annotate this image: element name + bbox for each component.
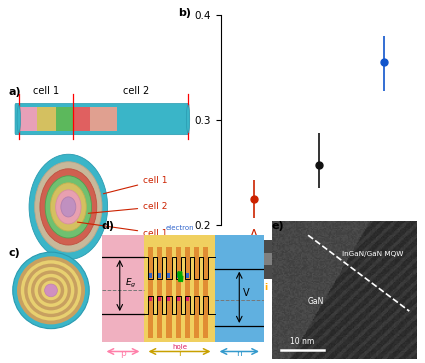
Circle shape [45, 176, 91, 238]
Text: $E_g$: $E_g$ [125, 277, 136, 290]
Bar [90, 107, 117, 131]
Bar [158, 296, 161, 301]
Ellipse shape [286, 246, 297, 272]
Text: cell 2: cell 2 [122, 86, 149, 96]
Circle shape [35, 162, 102, 252]
Bar [149, 296, 152, 301]
Circle shape [40, 169, 97, 245]
Text: n⁺: n⁺ [286, 284, 297, 293]
FancyBboxPatch shape [15, 103, 189, 135]
Bar [149, 273, 152, 278]
Text: V: V [243, 288, 249, 298]
Bar [176, 296, 179, 301]
Circle shape [29, 154, 108, 260]
Circle shape [56, 190, 81, 224]
Text: c): c) [8, 248, 20, 258]
Text: e): e) [272, 221, 285, 232]
Bar [185, 296, 189, 301]
Bar [56, 107, 73, 131]
Text: a): a) [8, 87, 21, 97]
Text: cell 1: cell 1 [33, 86, 59, 96]
Text: InGaN/GaN MQW: InGaN/GaN MQW [343, 251, 404, 257]
Bar [167, 273, 170, 278]
Bar [185, 273, 189, 278]
Circle shape [21, 260, 81, 321]
Text: d): d) [102, 221, 115, 232]
Text: n: n [236, 350, 242, 358]
Text: hole: hole [172, 343, 187, 350]
Bar [73, 107, 90, 131]
Text: GaN: GaN [307, 297, 323, 306]
Bar [225, 253, 413, 265]
Text: cell 2: cell 2 [88, 203, 167, 213]
Text: electron: electron [165, 225, 194, 231]
Bar [102, 235, 144, 342]
Bar [221, 240, 416, 279]
Text: cell 1: cell 1 [77, 222, 167, 238]
Bar [167, 296, 170, 301]
Text: p⁺: p⁺ [307, 284, 318, 293]
Circle shape [41, 281, 61, 300]
Text: 1 μm: 1 μm [344, 234, 364, 243]
Circle shape [17, 256, 85, 325]
Circle shape [51, 183, 86, 231]
Text: n: n [396, 284, 402, 293]
Circle shape [13, 252, 89, 329]
Text: b): b) [178, 8, 191, 18]
Text: i: i [178, 350, 181, 358]
Bar [19, 107, 37, 131]
Bar [157, 247, 162, 338]
Bar [148, 247, 153, 338]
Bar [185, 247, 190, 338]
Bar [158, 273, 161, 278]
Bar [176, 247, 181, 338]
Text: p: p [120, 350, 126, 358]
Circle shape [24, 264, 78, 317]
Bar [215, 235, 264, 342]
Ellipse shape [186, 105, 190, 133]
Ellipse shape [17, 105, 20, 133]
Bar [167, 247, 172, 338]
Bar [176, 273, 179, 278]
Text: 10 nm: 10 nm [290, 337, 314, 346]
Circle shape [34, 274, 68, 307]
Circle shape [38, 277, 64, 303]
Bar [194, 247, 199, 338]
Text: i: i [264, 284, 267, 293]
Bar [37, 107, 56, 131]
Bar [203, 247, 208, 338]
Text: p: p [232, 284, 238, 293]
Text: cell 1: cell 1 [103, 176, 167, 194]
Circle shape [45, 284, 57, 297]
Text: i: i [346, 284, 350, 293]
Circle shape [28, 267, 74, 314]
Bar [144, 235, 215, 342]
Circle shape [31, 270, 71, 310]
Ellipse shape [308, 246, 318, 272]
Circle shape [61, 197, 76, 217]
